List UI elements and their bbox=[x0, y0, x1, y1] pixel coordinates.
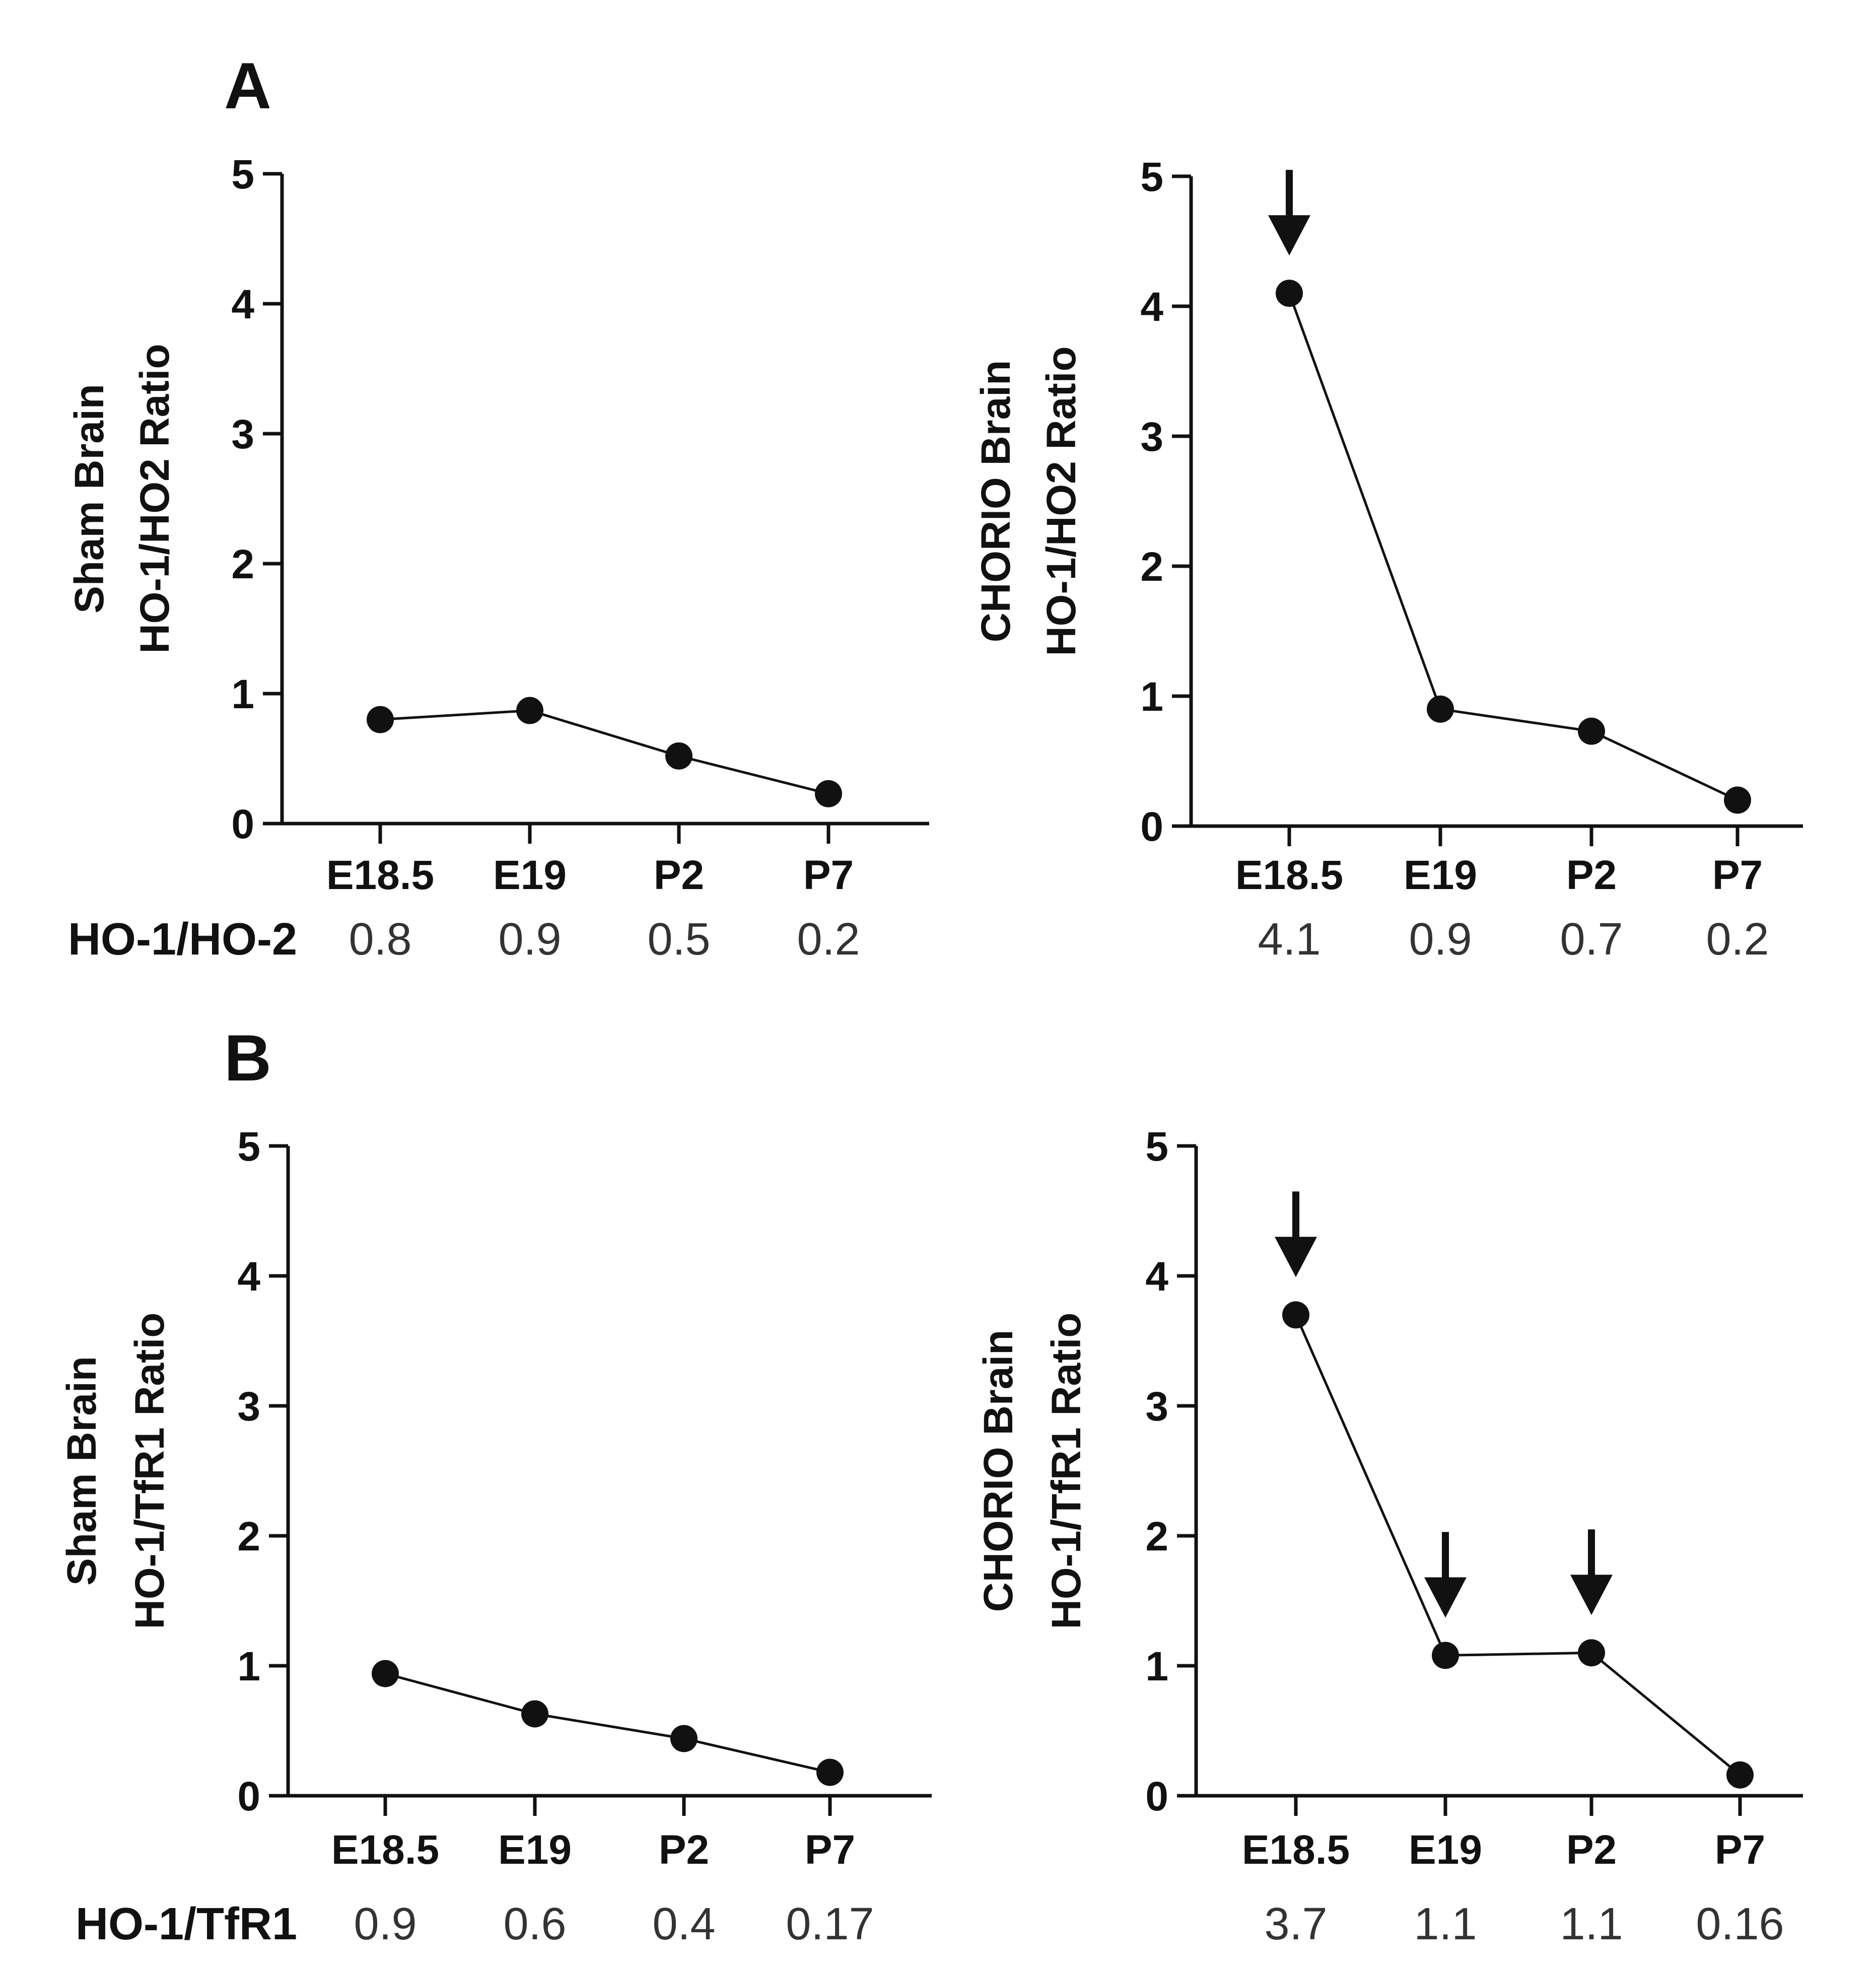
table-value: 0.6 bbox=[503, 1899, 566, 1949]
data-point bbox=[1282, 1301, 1309, 1329]
table-value: 1.1 bbox=[1414, 1899, 1477, 1949]
data-point bbox=[1578, 1639, 1605, 1667]
data-point bbox=[665, 742, 692, 770]
x-tick-label: E19 bbox=[498, 1827, 572, 1873]
data-point bbox=[1427, 695, 1454, 723]
data-point bbox=[372, 1660, 399, 1687]
panel-label-b: B bbox=[224, 1021, 271, 1095]
y-axis-title-line2: HO-1/TfR1 Ratio bbox=[127, 1313, 173, 1630]
table-value: 1.1 bbox=[1560, 1899, 1623, 1949]
x-tick-label: P2 bbox=[659, 1827, 709, 1873]
table-value: 0.2 bbox=[1706, 914, 1769, 965]
y-tick-label: 2 bbox=[231, 541, 254, 587]
chart-b-chorio: 0 1 2 3 4 5 E18.5 E19 P2 P7 CHORIO Brain HO-1/TfR1 … bbox=[976, 1124, 1803, 1949]
y-tick-label: 5 bbox=[231, 152, 254, 197]
chart-a-chorio: 0 1 2 3 4 5 E18.5 E19 P2 P7 CHORIO Brain HO-1/HO2 R… bbox=[973, 154, 1803, 965]
x-tick-label: E19 bbox=[493, 852, 567, 898]
table-value: 3.7 bbox=[1264, 1899, 1327, 1949]
y-tick-label: 4 bbox=[1145, 1254, 1168, 1300]
table-row-label: HO-1/TfR1 bbox=[76, 1899, 297, 1949]
y-tick-label: 4 bbox=[1140, 284, 1163, 330]
series-line bbox=[1294, 1314, 1741, 1776]
data-point bbox=[1726, 1761, 1754, 1789]
arrow-head bbox=[1275, 1237, 1317, 1277]
table-value: 0.5 bbox=[647, 914, 710, 965]
x-tick-label: E18.5 bbox=[1235, 852, 1343, 898]
data-point bbox=[670, 1725, 698, 1752]
table-value: 4.1 bbox=[1258, 914, 1321, 965]
x-tick-label: P2 bbox=[1566, 1827, 1617, 1873]
chart-b-sham: 0 1 2 3 4 5 E18.5 E19 P2 P7 Sham Brain HO-1/TfR1 Ra… bbox=[59, 1124, 932, 1949]
y-tick-label: 0 bbox=[1140, 804, 1163, 850]
y-axis-title-line2: HO-1/HO2 Ratio bbox=[132, 344, 178, 653]
chart-a-sham: 0 1 2 3 4 5 E18.5 E19 P2 P7 Sham Brain HO-1/HO2 Rat… bbox=[66, 152, 929, 965]
table-value: 0.16 bbox=[1696, 1899, 1784, 1949]
y-axis-title-line2: HO-1/HO2 Ratio bbox=[1038, 346, 1084, 656]
data-point bbox=[1276, 280, 1303, 307]
table-value: 0.2 bbox=[797, 914, 860, 965]
table-value: 0.9 bbox=[354, 1899, 416, 1949]
x-tick-label: E18.5 bbox=[1242, 1827, 1350, 1873]
x-tick-label: P7 bbox=[803, 852, 854, 898]
y-tick-label: 2 bbox=[1145, 1514, 1168, 1560]
y-axis-title-line1: CHORIO Brain bbox=[973, 360, 1019, 642]
y-tick-label: 0 bbox=[237, 1774, 260, 1819]
arrow-head bbox=[1268, 215, 1310, 256]
x-tick-label: E19 bbox=[1409, 1827, 1482, 1873]
y-tick-label: 5 bbox=[237, 1124, 260, 1170]
y-tick-label: 0 bbox=[231, 801, 254, 847]
series-line bbox=[385, 1672, 830, 1774]
x-tick-label: E18.5 bbox=[331, 1827, 439, 1873]
table-value: 0.7 bbox=[1560, 914, 1623, 965]
y-tick-label: 4 bbox=[231, 282, 254, 327]
y-tick-label: 3 bbox=[1145, 1384, 1168, 1430]
y-tick-label: 2 bbox=[1140, 544, 1163, 590]
x-tick-label: P7 bbox=[805, 1827, 855, 1873]
series-line bbox=[380, 709, 829, 795]
y-axis-title-line1: Sham Brain bbox=[66, 384, 112, 614]
x-tick-label: P7 bbox=[1712, 852, 1763, 898]
data-point bbox=[1578, 717, 1605, 745]
y-tick-label: 2 bbox=[237, 1514, 260, 1560]
table-value: 0.8 bbox=[349, 914, 411, 965]
y-tick-label: 1 bbox=[1140, 674, 1163, 720]
y-tick-label: 3 bbox=[237, 1384, 260, 1430]
x-tick-label: E18.5 bbox=[326, 852, 434, 898]
y-tick-label: 4 bbox=[237, 1254, 260, 1300]
table-value: 0.9 bbox=[1409, 914, 1472, 965]
data-point bbox=[1432, 1642, 1459, 1669]
y-axis-title-line1: CHORIO Brain bbox=[976, 1330, 1021, 1612]
x-tick-label: P2 bbox=[1566, 852, 1617, 898]
y-tick-label: 5 bbox=[1140, 154, 1163, 200]
y-axis-title-line2: HO-1/TfR1 Ratio bbox=[1044, 1313, 1089, 1630]
data-point bbox=[367, 706, 394, 733]
y-axis-title-line1: Sham Brain bbox=[59, 1356, 105, 1586]
y-tick-label: 0 bbox=[1145, 1774, 1168, 1819]
y-tick-label: 1 bbox=[1145, 1644, 1168, 1689]
table-value: 0.17 bbox=[786, 1899, 874, 1949]
y-tick-label: 3 bbox=[231, 412, 254, 457]
y-tick-label: 5 bbox=[1145, 1124, 1168, 1170]
series-line bbox=[1288, 293, 1739, 801]
y-tick-label: 3 bbox=[1140, 414, 1163, 460]
data-point bbox=[521, 1700, 548, 1728]
y-tick-label: 1 bbox=[231, 671, 254, 717]
arrow-head bbox=[1570, 1575, 1613, 1615]
data-point bbox=[1724, 786, 1751, 814]
x-tick-label: E19 bbox=[1404, 852, 1477, 898]
x-tick-label: P2 bbox=[654, 852, 704, 898]
data-point bbox=[815, 780, 842, 807]
table-value: 0.4 bbox=[652, 1899, 715, 1949]
x-tick-label: P7 bbox=[1715, 1827, 1765, 1873]
y-tick-label: 1 bbox=[237, 1644, 260, 1689]
data-point bbox=[516, 697, 543, 724]
data-point bbox=[816, 1758, 844, 1786]
table-row-label: HO-1/HO-2 bbox=[68, 914, 297, 965]
table-value: 0.9 bbox=[498, 914, 561, 965]
panel-label-a: A bbox=[224, 49, 271, 122]
arrow-head bbox=[1424, 1577, 1467, 1618]
